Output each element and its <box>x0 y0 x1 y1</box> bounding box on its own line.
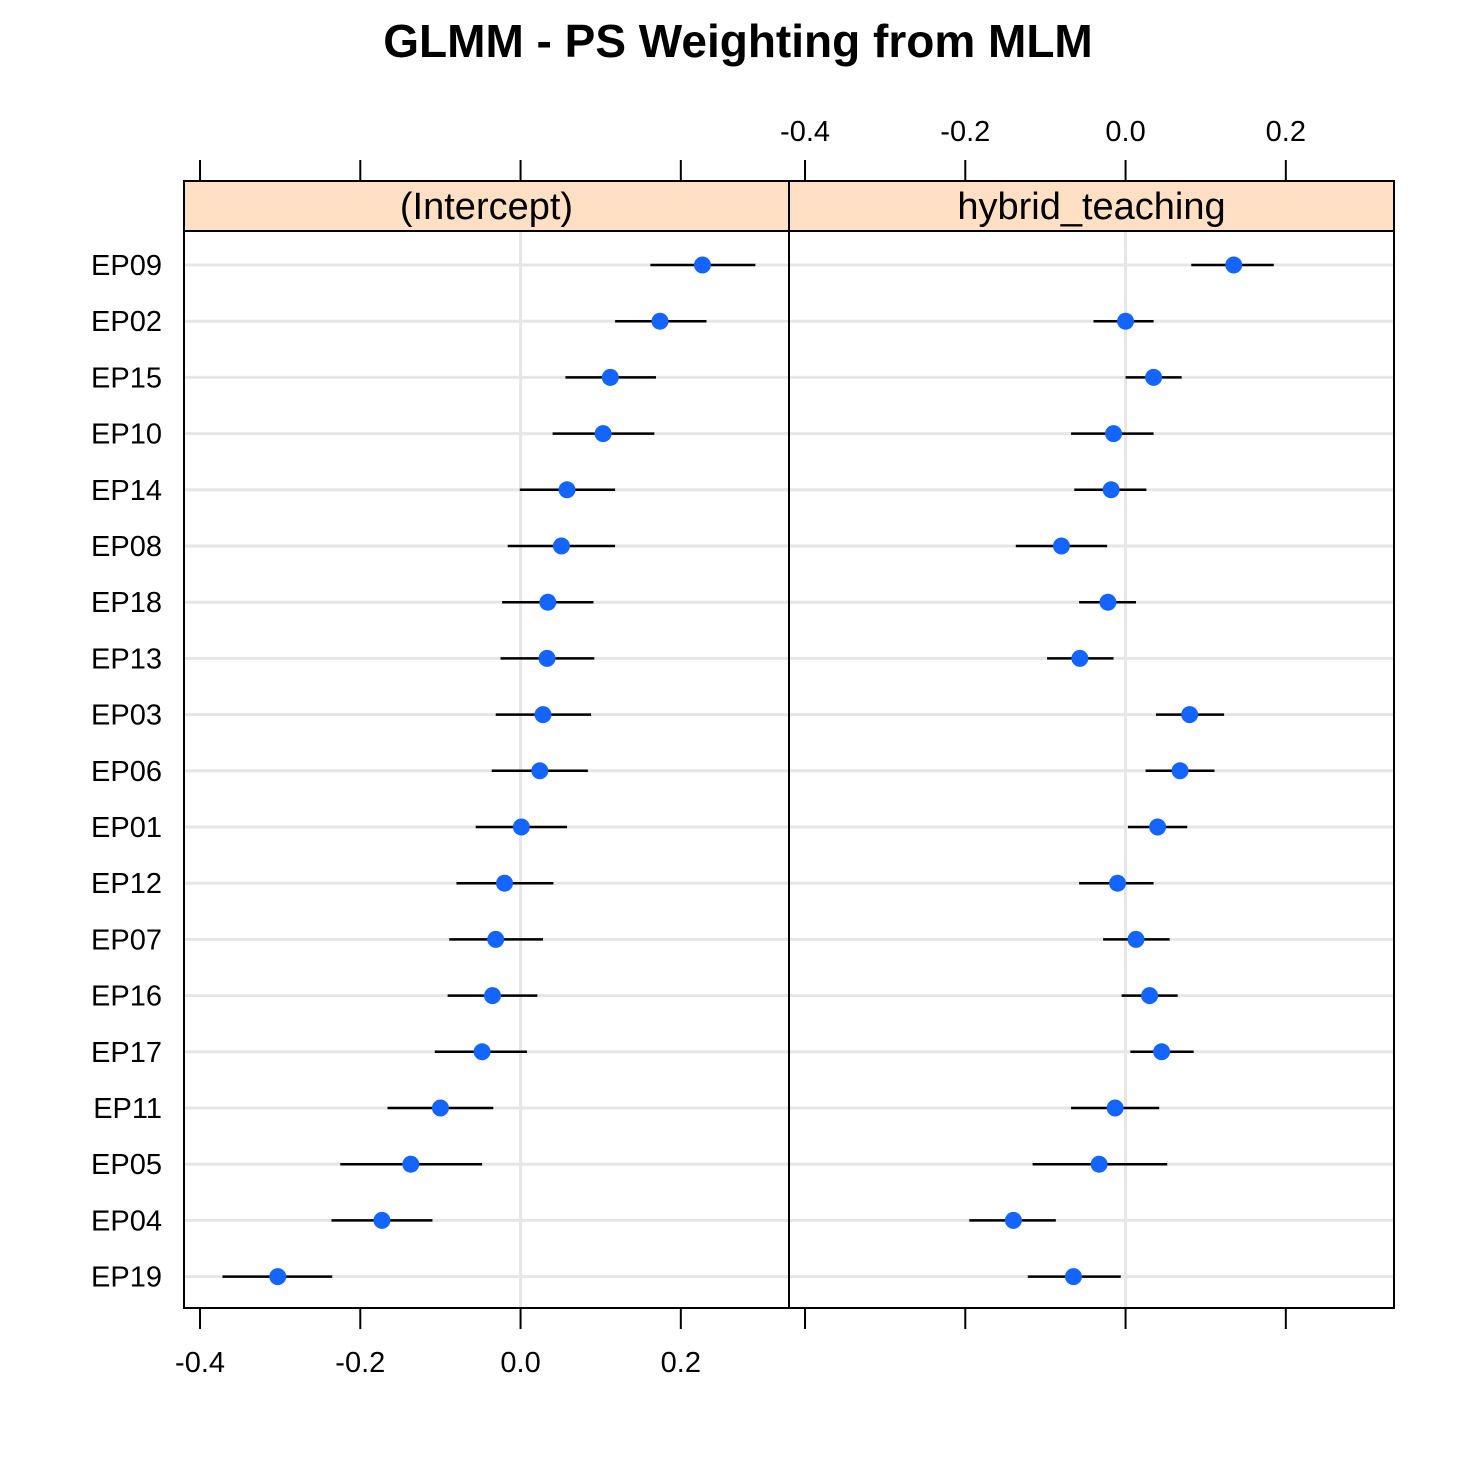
point-EP18 <box>1099 593 1117 611</box>
point-EP07 <box>1127 930 1145 948</box>
strip-background <box>788 180 1395 232</box>
category-label-EP09: EP09 <box>91 250 162 282</box>
category-label-EP15: EP15 <box>91 362 162 394</box>
point-EP14 <box>558 481 576 499</box>
point-EP08 <box>552 537 570 555</box>
point-EP03 <box>534 706 552 724</box>
point-EP11 <box>1106 1099 1124 1117</box>
point-EP03 <box>1181 706 1199 724</box>
category-labels: EP09 EP02 EP15 EP10 EP14 EP08 EP18 EP13 EP03 EP06… <box>91 250 162 1294</box>
category-label-EP17: EP17 <box>91 1037 162 1069</box>
point-EP13 <box>538 649 556 667</box>
point-EP10 <box>594 425 612 443</box>
point-EP17 <box>473 1043 491 1061</box>
point-EP09 <box>1225 256 1243 274</box>
point-EP01 <box>1149 818 1167 836</box>
category-label-EP10: EP10 <box>91 419 162 451</box>
point-EP10 <box>1105 425 1123 443</box>
category-label-EP02: EP02 <box>91 306 162 338</box>
category-label-EP12: EP12 <box>91 868 162 900</box>
point-EP04 <box>1004 1211 1022 1229</box>
point-EP17 <box>1153 1043 1171 1061</box>
point-EP04 <box>373 1211 391 1229</box>
category-label-EP06: EP06 <box>91 756 162 788</box>
chart-title: GLMM - PS Weighting from MLM <box>383 15 1093 67</box>
top-tick-label: -0.2 <box>940 116 990 148</box>
category-label-EP13: EP13 <box>91 643 162 675</box>
point-EP07 <box>487 930 505 948</box>
point-EP05 <box>402 1155 420 1173</box>
category-label-EP04: EP04 <box>91 1205 162 1237</box>
category-label-EP14: EP14 <box>91 475 162 507</box>
category-label-EP08: EP08 <box>91 531 162 563</box>
point-EP14 <box>1102 481 1120 499</box>
top-tick-label: -0.4 <box>780 116 830 148</box>
panels: (Intercept) hybrid_teaching <box>183 180 1395 1309</box>
category-label-EP11: EP11 <box>93 1093 162 1125</box>
point-EP12 <box>496 874 514 892</box>
category-label-EP16: EP16 <box>91 981 162 1013</box>
top-tick-label: 0.0 <box>1105 116 1145 148</box>
point-EP12 <box>1109 874 1127 892</box>
point-EP15 <box>1145 368 1163 386</box>
point-EP08 <box>1052 537 1070 555</box>
bottom-tick-label: -0.2 <box>335 1347 385 1379</box>
point-EP09 <box>693 256 711 274</box>
bottom-tick-label: 0.2 <box>661 1347 701 1379</box>
bottom-tick-label: 0.0 <box>500 1347 540 1379</box>
point-EP01 <box>512 818 530 836</box>
bottom-x-axis: -0.4 -0.2 0.0 0.2 <box>175 1308 1287 1379</box>
point-EP13 <box>1071 649 1089 667</box>
strip-label: hybrid_teaching <box>957 186 1225 228</box>
bottom-tick-label: -0.4 <box>175 1347 225 1379</box>
panel-1: (Intercept) <box>183 180 790 1309</box>
point-EP19 <box>269 1268 287 1286</box>
category-label-EP19: EP19 <box>91 1262 162 1294</box>
point-EP05 <box>1090 1155 1108 1173</box>
top-tick-label: 0.2 <box>1266 116 1306 148</box>
point-EP15 <box>601 368 619 386</box>
point-EP16 <box>484 987 502 1005</box>
category-label-EP18: EP18 <box>91 587 162 619</box>
panel-2: hybrid_teaching <box>788 180 1395 1309</box>
point-EP06 <box>531 762 549 780</box>
category-label-EP05: EP05 <box>91 1149 162 1181</box>
strip-background <box>183 180 790 232</box>
point-EP16 <box>1141 987 1159 1005</box>
point-EP11 <box>431 1099 449 1117</box>
point-EP19 <box>1064 1268 1082 1286</box>
point-EP06 <box>1171 762 1189 780</box>
category-label-EP03: EP03 <box>91 700 162 732</box>
category-label-EP07: EP07 <box>91 924 162 956</box>
panel-frame <box>183 180 790 1309</box>
point-EP02 <box>1117 312 1135 330</box>
point-EP18 <box>539 593 557 611</box>
point-EP02 <box>651 312 669 330</box>
strip-label: (Intercept) <box>400 186 573 228</box>
top-x-axis: -0.4 -0.2 0.0 0.2 <box>199 116 1306 181</box>
category-label-EP01: EP01 <box>91 812 162 844</box>
panel-frame <box>788 180 1395 1309</box>
